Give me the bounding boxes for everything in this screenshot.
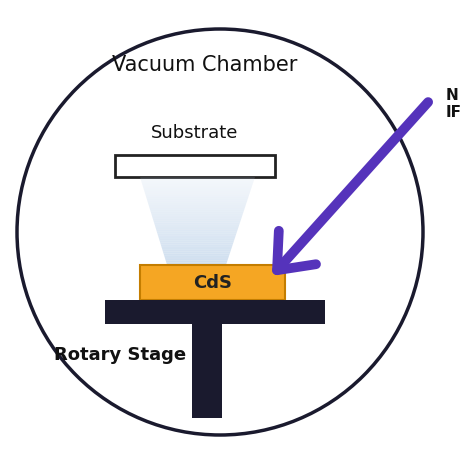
Polygon shape — [151, 212, 244, 213]
Polygon shape — [151, 213, 243, 215]
Polygon shape — [166, 261, 228, 262]
Polygon shape — [164, 257, 228, 259]
Polygon shape — [145, 194, 250, 195]
Polygon shape — [149, 206, 246, 208]
Polygon shape — [149, 208, 245, 210]
Polygon shape — [155, 225, 239, 226]
Polygon shape — [141, 181, 254, 182]
Polygon shape — [161, 246, 232, 248]
Bar — [140, 265, 285, 300]
Polygon shape — [146, 195, 249, 197]
Text: CdS: CdS — [193, 274, 232, 292]
Polygon shape — [140, 177, 255, 179]
Text: Substrate: Substrate — [151, 124, 239, 142]
Polygon shape — [156, 230, 237, 231]
Polygon shape — [150, 210, 244, 212]
Polygon shape — [164, 254, 230, 255]
Polygon shape — [157, 231, 237, 233]
Polygon shape — [160, 241, 234, 243]
Polygon shape — [152, 217, 242, 219]
Polygon shape — [160, 243, 233, 244]
Polygon shape — [167, 266, 226, 268]
Polygon shape — [155, 226, 239, 228]
Polygon shape — [163, 250, 231, 252]
Polygon shape — [152, 215, 242, 217]
Polygon shape — [154, 223, 240, 225]
Text: N
IF: N IF — [446, 88, 462, 121]
Polygon shape — [148, 202, 246, 204]
Polygon shape — [147, 201, 247, 202]
Polygon shape — [142, 182, 253, 184]
Polygon shape — [166, 262, 227, 264]
Polygon shape — [146, 197, 248, 199]
Polygon shape — [154, 221, 241, 223]
Text: Rotary Stage: Rotary Stage — [54, 346, 186, 364]
Polygon shape — [145, 192, 250, 194]
Polygon shape — [157, 233, 237, 235]
Polygon shape — [141, 179, 255, 181]
Polygon shape — [142, 184, 253, 186]
Polygon shape — [144, 190, 251, 192]
Polygon shape — [167, 264, 226, 266]
Polygon shape — [158, 237, 235, 239]
Polygon shape — [163, 252, 230, 254]
Polygon shape — [143, 188, 251, 190]
Polygon shape — [165, 259, 228, 261]
Polygon shape — [153, 219, 241, 221]
Polygon shape — [164, 255, 229, 257]
Polygon shape — [159, 239, 235, 241]
Polygon shape — [143, 186, 252, 188]
Polygon shape — [155, 228, 238, 230]
Bar — [115, 155, 275, 177]
Text: Vacuum Chamber: Vacuum Chamber — [112, 55, 298, 75]
Polygon shape — [147, 199, 248, 201]
Polygon shape — [148, 204, 246, 206]
Polygon shape — [162, 248, 232, 250]
Bar — [105, 300, 325, 324]
Polygon shape — [158, 235, 236, 237]
Polygon shape — [161, 244, 233, 246]
Bar — [192, 323, 222, 418]
